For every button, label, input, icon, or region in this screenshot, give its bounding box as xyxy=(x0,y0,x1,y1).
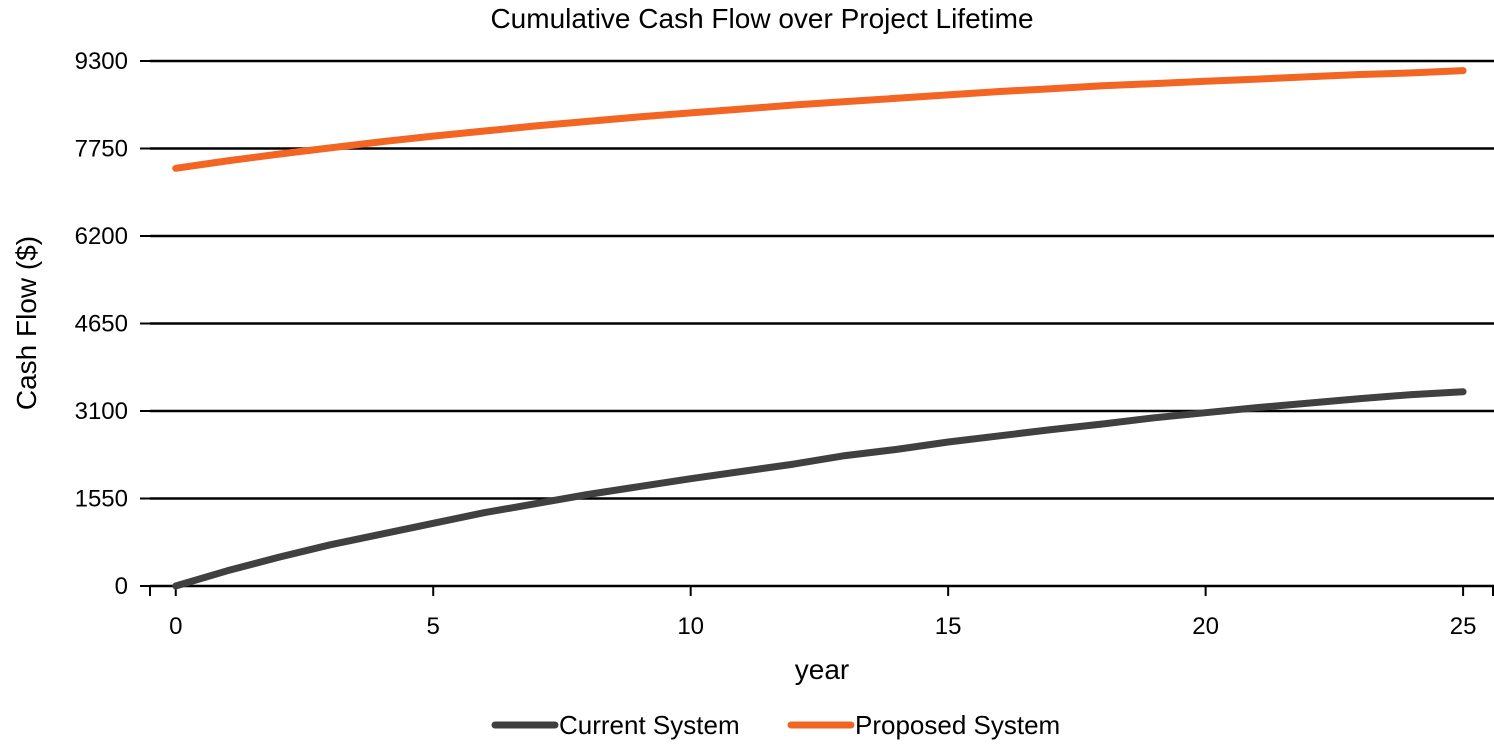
y-axis-label: Cash Flow ($) xyxy=(11,236,42,410)
series-line-1 xyxy=(172,67,1467,172)
x-tick-label-3: 15 xyxy=(935,613,962,640)
x-tick-label-2: 10 xyxy=(677,613,704,640)
legend: Current System Proposed System xyxy=(491,710,1060,740)
series-layer xyxy=(172,67,1467,590)
x-tick-label-1: 5 xyxy=(427,613,440,640)
x-tick-label-0: 0 xyxy=(169,613,182,640)
y-tick-label-5: 7750 xyxy=(75,136,128,163)
legend-label-1: Proposed System xyxy=(855,710,1060,740)
x-axis: 0 5 10 15 20 25 xyxy=(149,584,1494,640)
y-tick-label-1: 1550 xyxy=(75,486,128,513)
y-axis-ticks: 0 1550 3100 4650 6200 7750 9300 xyxy=(75,48,150,600)
x-tick-label-5: 25 xyxy=(1450,613,1477,640)
y-tick-label-0: 0 xyxy=(115,573,128,600)
chart-title: Cumulative Cash Flow over Project Lifeti… xyxy=(490,3,1033,34)
series-line-0 xyxy=(172,388,1467,590)
y-tick-label-3: 4650 xyxy=(75,311,128,338)
y-tick-label-6: 9300 xyxy=(75,48,128,75)
x-tick-label-4: 20 xyxy=(1192,613,1219,640)
gridlines xyxy=(150,59,1494,500)
legend-label-0: Current System xyxy=(559,710,740,740)
y-tick-label-4: 6200 xyxy=(75,223,128,250)
y-tick-label-2: 3100 xyxy=(75,398,128,425)
x-axis-label: year xyxy=(795,654,849,685)
